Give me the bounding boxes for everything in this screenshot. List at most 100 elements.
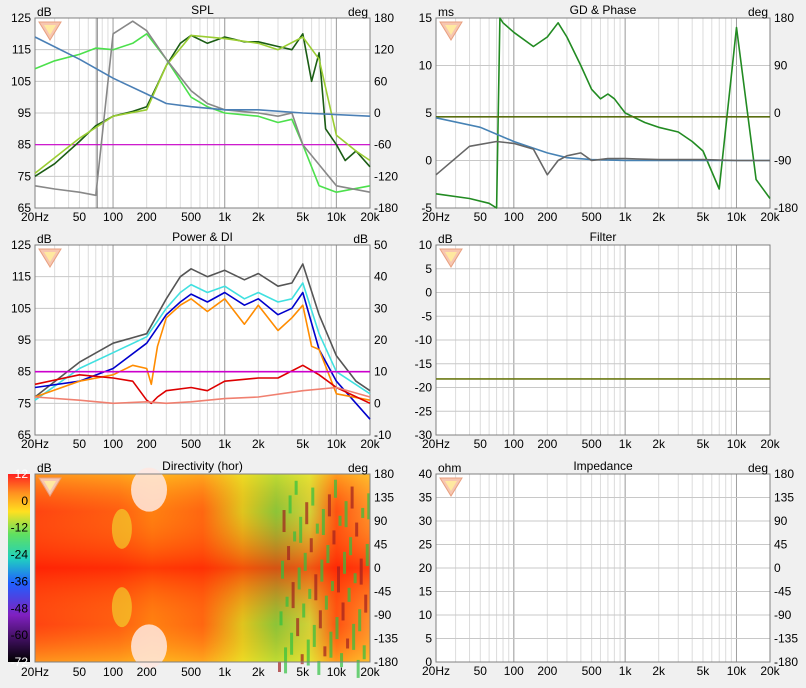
warning-logo-icon <box>439 248 463 268</box>
x-tick-label: 5k <box>296 210 310 224</box>
left-tick-label: 40 <box>419 467 433 481</box>
right-tick-label: 180 <box>774 467 794 481</box>
left-tick-label: 65 <box>18 201 32 215</box>
right-tick-label: 0 <box>374 561 381 575</box>
x-tick-label: 5k <box>296 437 310 451</box>
x-tick-label: 2k <box>652 210 666 224</box>
right-tick-label: -180 <box>374 655 398 669</box>
right-tick-label: 135 <box>774 491 794 505</box>
right-axis-unit: deg <box>748 5 768 19</box>
scale-tick-label: -36 <box>11 574 29 588</box>
left-tick-label: 0 <box>425 655 432 669</box>
series-line <box>34 386 371 405</box>
x-tick-label: 500 <box>181 437 201 451</box>
left-tick-label: 15 <box>419 11 433 25</box>
right-tick-label: 0 <box>374 106 381 120</box>
left-tick-label: 85 <box>18 138 32 152</box>
right-tick-label: 180 <box>774 11 794 25</box>
x-tick-label: 5k <box>697 664 711 678</box>
x-tick-label: 10k <box>727 664 747 678</box>
x-tick-label: 100 <box>504 210 524 224</box>
x-tick-label: 2k <box>252 210 266 224</box>
x-tick-label: 10k <box>327 437 347 451</box>
x-tick-label: 1k <box>218 665 232 679</box>
x-tick-label: 2k <box>252 437 266 451</box>
left-tick-label: -20 <box>415 381 433 395</box>
x-tick-label: 500 <box>582 210 602 224</box>
right-tick-label: 0 <box>774 106 781 120</box>
x-tick-label: 5k <box>697 210 711 224</box>
x-tick-label: 1k <box>619 210 633 224</box>
directivity-chart: 12 0 -12 -24 -36 -48 -60 -72 Directivity (hor) dB… <box>8 459 398 679</box>
spl-chart: SPL dB deg 125 115 105 95 85 75 65 180 120 60 0 -60 -12… <box>11 3 398 224</box>
series-line <box>34 291 371 420</box>
right-tick-label: -90 <box>774 154 792 168</box>
x-tick-label: 2k <box>652 664 666 678</box>
right-tick-label: -120 <box>374 169 398 183</box>
right-tick-label: -10 <box>374 428 392 442</box>
right-tick-label: 180 <box>374 467 394 481</box>
x-tick-label: 1k <box>218 437 232 451</box>
chart-title: Impedance <box>573 459 633 473</box>
left-tick-label: 15 <box>419 585 433 599</box>
right-axis-unit: deg <box>348 5 368 19</box>
left-tick-label: 30 <box>419 514 433 528</box>
left-tick-label: 105 <box>11 74 31 88</box>
left-tick-label: 0 <box>425 154 432 168</box>
x-tick-label: 50 <box>73 665 87 679</box>
left-axis-unit: dB <box>37 5 52 19</box>
x-tick-label: 100 <box>103 665 123 679</box>
right-tick-label: -45 <box>774 585 792 599</box>
right-tick-label: 90 <box>374 514 388 528</box>
x-tick-label: 20k <box>760 210 780 224</box>
right-tick-label: -180 <box>774 655 798 669</box>
right-tick-label: 0 <box>774 561 781 575</box>
x-tick-label: 100 <box>504 664 524 678</box>
x-tick-label: 1k <box>619 664 633 678</box>
x-tick-label: 200 <box>137 210 157 224</box>
scale-tick-label: -60 <box>11 628 29 642</box>
right-tick-label: -135 <box>374 632 398 646</box>
right-tick-label: 60 <box>374 74 388 88</box>
right-tick-label: -90 <box>374 608 392 622</box>
left-tick-label: 75 <box>18 396 32 410</box>
left-tick-label: 125 <box>11 11 31 25</box>
right-axis-unit: deg <box>748 461 768 475</box>
x-tick-label: 50 <box>474 210 488 224</box>
x-tick-label: 50 <box>474 664 488 678</box>
left-tick-label: 25 <box>419 538 433 552</box>
right-tick-label: 90 <box>774 59 788 73</box>
x-tick-label: 50 <box>474 437 488 451</box>
x-tick-label: 10k <box>327 665 347 679</box>
x-tick-label: 500 <box>181 665 201 679</box>
scale-tick-label: -48 <box>11 601 29 615</box>
scale-tick-label: -24 <box>11 548 29 562</box>
right-tick-label: -180 <box>774 201 798 215</box>
left-tick-label: 10 <box>419 238 433 252</box>
scale-tick-label: -12 <box>11 521 29 535</box>
left-tick-label: -5 <box>421 309 432 323</box>
left-tick-label: 5 <box>425 106 432 120</box>
left-tick-label: -5 <box>421 201 432 215</box>
left-tick-label: 20 <box>419 561 433 575</box>
x-tick-label: 5k <box>296 665 310 679</box>
right-tick-label: 40 <box>374 270 388 284</box>
warning-logo-icon <box>38 248 62 268</box>
x-tick-label: 20Hz <box>422 664 450 678</box>
x-tick-label: 200 <box>137 665 157 679</box>
right-tick-label: 180 <box>374 11 394 25</box>
right-tick-label: 50 <box>374 238 388 252</box>
right-tick-label: -60 <box>374 138 392 152</box>
series-line <box>34 282 371 401</box>
left-tick-label: 115 <box>12 43 31 57</box>
chart-title: Filter <box>590 230 617 244</box>
left-tick-label: 65 <box>18 428 32 442</box>
left-tick-label: -10 <box>415 333 433 347</box>
left-tick-label: 125 <box>11 238 31 252</box>
x-tick-label: 1k <box>218 210 232 224</box>
x-tick-label: 10k <box>327 210 347 224</box>
left-tick-label: 10 <box>419 59 433 73</box>
x-tick-label: 200 <box>537 437 557 451</box>
